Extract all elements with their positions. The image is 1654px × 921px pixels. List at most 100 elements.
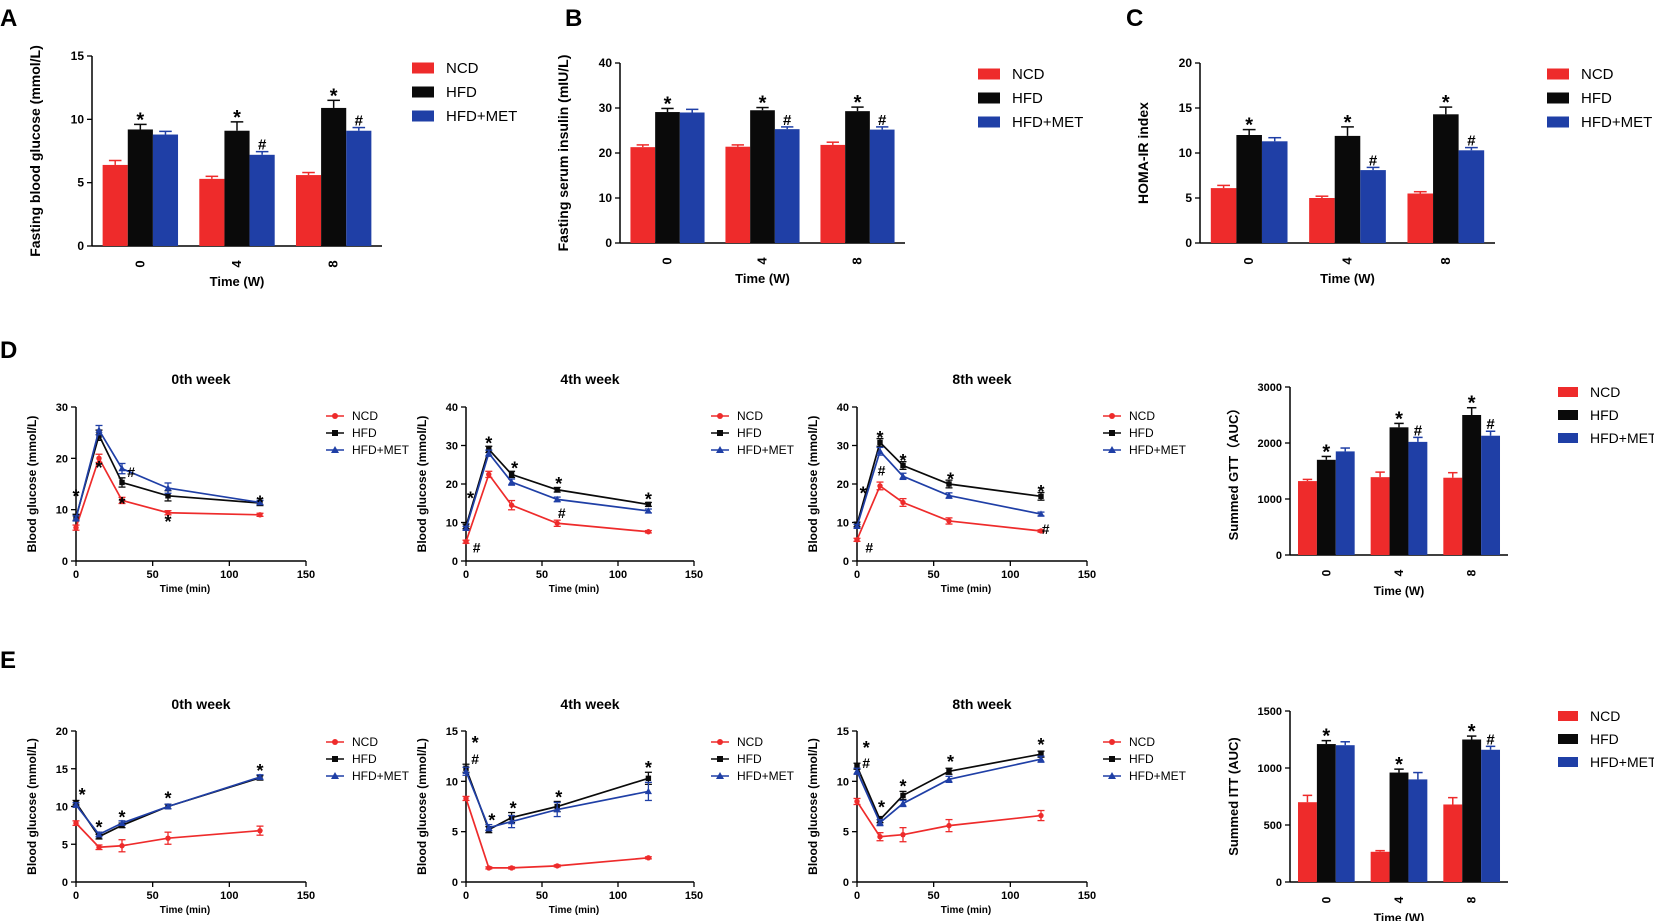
- x-tick-label: 100: [220, 890, 238, 902]
- legend-label: HFD: [737, 426, 762, 440]
- bar: [295, 175, 322, 246]
- chart-c: 0 5 10 15 20 HOMA-IR index * 0 * #4 * #8 Time (W) NCD…: [1135, 56, 1652, 286]
- legend-label: HFD+MET: [1129, 769, 1187, 783]
- d4-x-axis-label: Time (W): [1374, 584, 1424, 598]
- legend-swatch: [1558, 734, 1578, 744]
- x-axis-label: Time (min): [941, 584, 991, 595]
- data-point: [853, 522, 861, 530]
- b-x-axis-label: Time (W): [735, 271, 790, 286]
- significance-mark: *: [555, 787, 562, 807]
- significance-mark: *: [118, 494, 125, 514]
- significance-mark: *: [664, 93, 672, 115]
- a-x-axis-label: Time (W): [210, 274, 265, 289]
- series-line: [75, 432, 261, 518]
- data-point: [256, 498, 264, 506]
- significance-mark: *: [860, 484, 867, 504]
- data-point: [717, 756, 723, 762]
- y-tick-label: 0: [605, 236, 612, 250]
- bar: [346, 130, 372, 246]
- x-axis-label: Time (min): [160, 905, 210, 916]
- significance-mark: #: [1414, 422, 1423, 439]
- x-tick-label: 8: [1465, 896, 1479, 903]
- data-point: [854, 763, 860, 769]
- significance-mark: *: [511, 459, 518, 479]
- data-point: [553, 495, 561, 503]
- x-axis-label: Time (min): [941, 905, 991, 916]
- data-point: [96, 455, 102, 462]
- x-tick-label: 4: [1392, 569, 1406, 576]
- y-tick-label: 0: [1185, 236, 1192, 250]
- significance-mark: *: [1037, 735, 1044, 755]
- y-tick-label: 0: [452, 556, 458, 568]
- significance-mark: *: [136, 109, 144, 131]
- significance-mark: *: [854, 92, 862, 114]
- significance-mark: *: [485, 434, 492, 454]
- y-tick-label: 0: [77, 239, 84, 253]
- significance-mark: #: [865, 540, 873, 556]
- data-point: [717, 413, 723, 419]
- e2-y-axis-label: Blood glucose (mmol/L): [415, 738, 429, 875]
- data-point: [717, 739, 723, 745]
- bar: [1462, 739, 1482, 882]
- x-tick-label: 0: [132, 260, 147, 267]
- y-tick-label: 500: [1264, 820, 1282, 832]
- data-point: [946, 481, 952, 487]
- significance-mark: #: [878, 112, 887, 129]
- data-point: [877, 439, 883, 446]
- significance-mark: *: [1322, 441, 1330, 463]
- legend-label: HFD: [352, 752, 377, 766]
- x-tick-label: 8: [1465, 569, 1479, 576]
- x-tick-label: 0: [463, 890, 469, 902]
- bar: [321, 107, 347, 246]
- significance-mark: *: [645, 489, 652, 509]
- y-tick-label: 20: [599, 146, 613, 160]
- data-point: [119, 497, 125, 504]
- bar: [199, 178, 225, 246]
- significance-mark: #: [473, 540, 481, 556]
- significance-mark: *: [1468, 721, 1476, 743]
- data-point: [508, 478, 516, 485]
- data-point: [486, 471, 492, 478]
- legend-swatch: [1558, 433, 1578, 443]
- significance-mark: #: [862, 755, 870, 771]
- legend-swatch: [978, 116, 1000, 128]
- data-point: [716, 772, 724, 779]
- x-tick-label: 0: [73, 569, 79, 581]
- x-tick-label: 50: [928, 890, 940, 902]
- x-tick-label: 0: [73, 890, 79, 902]
- bar: [1407, 193, 1434, 243]
- chart-title: 8th week: [952, 371, 1011, 387]
- significance-mark: #: [355, 113, 364, 130]
- legend-label: HFD+MET: [1590, 754, 1654, 770]
- data-point: [946, 822, 952, 829]
- legend-label: HFD+MET: [1012, 114, 1083, 131]
- significance-mark: *: [256, 761, 263, 781]
- x-tick-label: 150: [685, 890, 703, 902]
- data-point: [899, 799, 907, 807]
- bar: [1297, 481, 1317, 555]
- significance-mark: *: [164, 512, 171, 532]
- x-tick-label: 8: [326, 260, 341, 267]
- legend-label: NCD: [1590, 708, 1620, 724]
- significance-mark: *: [79, 785, 86, 805]
- bar: [1481, 435, 1501, 555]
- significance-mark: *: [899, 776, 906, 796]
- data-point: [72, 514, 80, 522]
- x-tick-label: 150: [297, 890, 315, 902]
- chart-e3: 0 5 10 15 Blood glucose (mmol/L) 0 50 100 150 Tim…: [806, 696, 1187, 916]
- data-point: [899, 472, 907, 479]
- x-axis-label: Time (min): [160, 584, 210, 595]
- significance-mark: *: [1395, 754, 1403, 776]
- legend-label: NCD: [1129, 409, 1155, 423]
- y-tick-label: 20: [56, 726, 68, 738]
- data-point: [463, 795, 469, 802]
- bar: [1297, 802, 1317, 882]
- bar: [774, 129, 800, 243]
- c-y-axis-label: HOMA-IR index: [1135, 102, 1151, 204]
- e4-x-axis-label: Time (W): [1374, 911, 1424, 921]
- y-tick-label: 10: [71, 112, 85, 126]
- y-tick-label: 10: [599, 191, 613, 205]
- significance-mark: *: [876, 428, 883, 448]
